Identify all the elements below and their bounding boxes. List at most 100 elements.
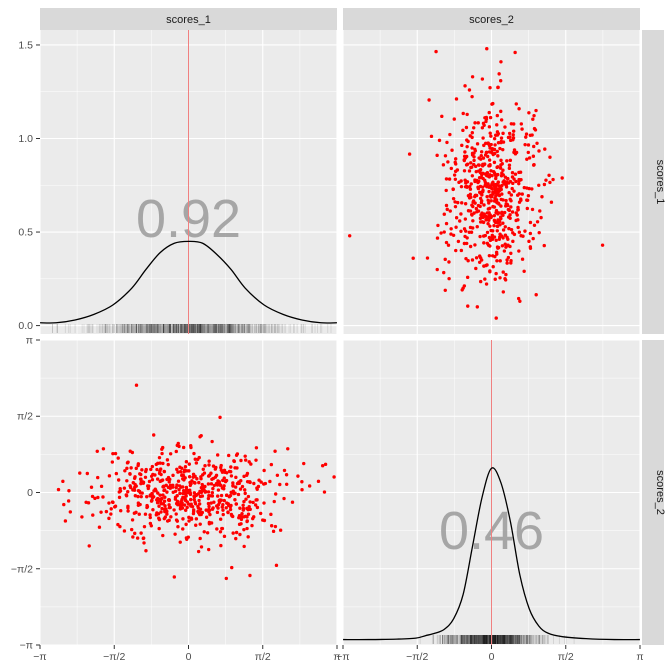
scatter-point xyxy=(273,492,278,496)
scatter-point xyxy=(136,463,140,468)
scatter-point xyxy=(130,518,135,522)
scatter-point xyxy=(215,510,220,515)
scatter-point xyxy=(142,541,146,545)
scatter-point xyxy=(539,215,543,220)
scatter-point xyxy=(239,479,243,483)
y-tick-label: −π xyxy=(20,640,33,652)
scatter-point xyxy=(534,108,538,113)
scatter-point xyxy=(482,213,486,217)
scatter-point xyxy=(233,485,238,489)
scatter-point xyxy=(459,184,464,189)
scatter-point xyxy=(245,526,249,531)
scatter-point xyxy=(491,204,495,209)
scatter-point xyxy=(156,461,160,466)
scatter-point xyxy=(99,484,104,489)
scatter-point xyxy=(515,213,519,217)
scatter-point xyxy=(184,460,189,464)
scatter-point xyxy=(253,503,258,507)
scatter-point xyxy=(503,278,508,282)
strip-label-top-scores_1: scores_1 xyxy=(166,14,211,26)
scatter-point xyxy=(225,493,229,497)
scatter-point xyxy=(513,50,517,55)
scatter-point xyxy=(453,204,458,209)
scatter-point xyxy=(495,252,499,256)
scatter-point xyxy=(316,479,321,484)
scatter-point xyxy=(483,172,487,176)
scatter-point xyxy=(215,453,220,457)
scatter-point xyxy=(495,165,499,170)
scatter-point xyxy=(509,227,514,232)
scatter-point xyxy=(502,249,507,253)
scatter-point xyxy=(215,494,220,498)
scatter-point xyxy=(143,512,148,516)
scatter-point xyxy=(474,256,479,260)
scatter-point xyxy=(503,225,507,229)
scatter-point xyxy=(158,469,162,474)
scatter-point xyxy=(251,500,255,505)
scatter-point xyxy=(224,576,229,581)
scatter-point xyxy=(509,205,513,209)
scatter-point xyxy=(453,157,458,161)
scatter-point xyxy=(183,465,188,469)
scatter-point xyxy=(482,203,486,207)
scatter-point xyxy=(196,492,201,496)
scatter-point xyxy=(484,282,489,286)
scatter-point xyxy=(126,509,130,513)
scatter-point xyxy=(499,118,504,122)
y-tick-label: 0 xyxy=(27,487,33,499)
scatter-point xyxy=(256,484,261,489)
x-tick-label: −π xyxy=(33,651,46,663)
scatter-point xyxy=(113,451,118,456)
scatter-point xyxy=(229,469,233,474)
scatter-point xyxy=(239,522,243,526)
scatter-point xyxy=(162,516,167,521)
scatter-point xyxy=(471,219,475,223)
scatter-point xyxy=(459,212,463,216)
scatter-point xyxy=(549,200,554,204)
scatter-point xyxy=(176,479,181,483)
scatter-point xyxy=(255,505,260,510)
scatter-point xyxy=(460,143,464,148)
scatter-point xyxy=(347,234,352,238)
scatter-point xyxy=(535,141,539,145)
scatter-point xyxy=(481,156,486,160)
scatter-point xyxy=(180,506,185,510)
scatter-point xyxy=(499,60,503,64)
scatter-point xyxy=(445,207,449,212)
scatter-point xyxy=(247,505,251,509)
scatter-point xyxy=(458,219,462,223)
scatter-point xyxy=(481,162,485,167)
scatter-point xyxy=(66,499,71,503)
scatter-point xyxy=(175,467,179,472)
scatter-point xyxy=(187,462,192,466)
scatter-point xyxy=(322,490,327,494)
x-tick-label: −π/2 xyxy=(406,651,428,663)
scatter-point xyxy=(411,256,415,260)
scatter-point xyxy=(483,277,487,281)
scatter-point xyxy=(508,158,513,163)
scatter-point xyxy=(501,131,505,136)
scatter-point xyxy=(161,493,165,497)
density-curve-scores_1 xyxy=(40,240,337,324)
scatter-point xyxy=(543,147,547,151)
scatter-point xyxy=(155,501,160,505)
scatter-point xyxy=(527,156,532,160)
scatter-point xyxy=(195,477,199,481)
scatter-point xyxy=(486,174,490,178)
scatter-point xyxy=(537,183,541,187)
scatter-point xyxy=(56,487,61,492)
scatter-point xyxy=(150,495,155,500)
scatter-point xyxy=(495,224,500,228)
scatter-point xyxy=(501,168,505,172)
scatter-point xyxy=(442,270,446,275)
scatter-point xyxy=(445,140,449,145)
scatter-point xyxy=(429,134,434,139)
scatter-point xyxy=(517,230,522,234)
scatter-point xyxy=(242,527,246,532)
scatter-point xyxy=(158,493,162,497)
y-tick-label: π xyxy=(26,335,33,347)
scatter-point xyxy=(493,184,498,189)
scatter-point xyxy=(456,200,460,205)
scatter-point xyxy=(525,157,529,161)
scatter-point xyxy=(151,508,155,512)
